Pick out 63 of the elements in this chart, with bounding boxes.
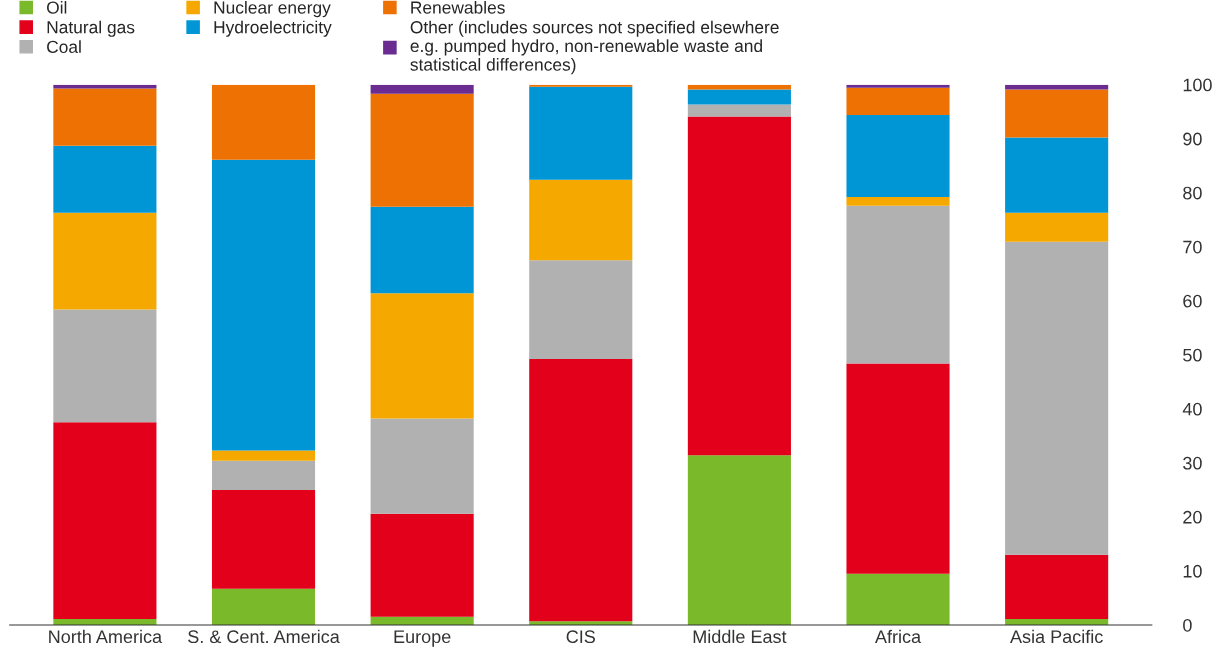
x-tick-label: CIS [566,630,595,644]
bar [53,145,157,213]
bar [53,212,157,310]
bar [529,86,633,180]
bar [211,489,316,589]
legend-label: Oil [47,0,67,14]
y-tick-label: 60 [1183,294,1202,308]
bar [1005,554,1109,620]
bar [529,84,633,87]
bar [529,179,633,261]
y-tick-label: 30 [1183,456,1202,470]
y-tick-label: 20 [1183,510,1202,524]
legend-label: Hydroelectricity [214,20,332,37]
bar [687,455,791,625]
y-tick-label: 10 [1183,564,1202,578]
x-tick-label: Middle East [693,629,787,644]
bar [846,87,950,115]
bar [846,363,950,574]
bar [53,309,157,423]
bar [846,205,950,364]
y-tick-label: 100 [1183,78,1212,92]
bar [370,513,474,617]
bar [846,84,950,88]
bar [211,588,316,625]
bar [211,84,316,160]
bar [1005,137,1109,213]
y-tick-label: 80 [1183,186,1202,200]
bar [370,293,474,419]
bar [1005,212,1109,242]
bar [211,450,316,461]
y-tick-label: 70 [1183,240,1202,254]
legend-label: Other (includes sources not specified elsewhere e.g. pumped hydro, non-renewable waste and statistical differences) [410,20,779,75]
bar [53,422,157,620]
bar [370,93,474,207]
x-tick-label: North America [49,629,163,644]
bar [846,573,950,625]
bar [370,84,474,94]
bar [687,89,791,105]
bar [1005,89,1109,138]
bar [846,114,950,198]
legend-label: Coal [47,40,81,54]
x-tick-label: S. & Cent. America [188,629,340,644]
bar [370,206,474,294]
y-tick-label: 0 [1183,618,1192,632]
bar [1005,241,1109,555]
bar [687,104,791,117]
y-tick-label: 90 [1183,132,1202,146]
legend-label: Natural gas [47,20,135,37]
bar [211,460,316,490]
bar [846,197,950,206]
legend-label: Renewables [411,0,505,14]
bar [687,116,791,456]
bar [370,418,474,514]
bar [529,359,633,622]
y-tick-label: 40 [1182,402,1202,416]
legend-label: Nuclear energy [214,0,331,18]
x-tick-label: Africa [874,629,922,644]
y-tick-label: 50 [1183,348,1202,362]
x-tick-label: Europe [394,630,451,647]
x-tick-label: Asia Pacific [1010,629,1103,644]
bar [529,260,633,360]
bar [211,159,316,451]
bar [53,88,157,146]
